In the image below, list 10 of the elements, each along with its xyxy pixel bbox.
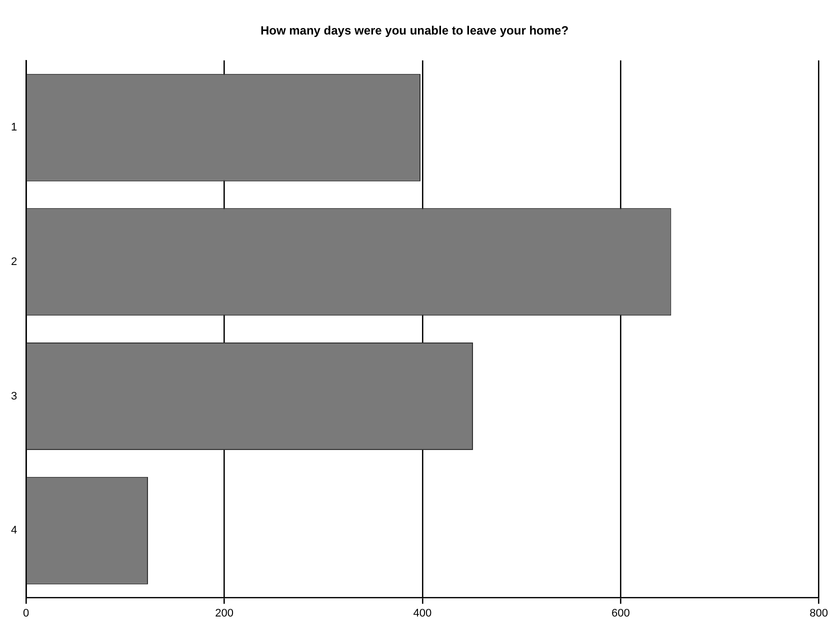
x-tick-label: 0 <box>23 607 30 620</box>
x-tick-label: 200 <box>215 607 234 620</box>
x-tick-label: 400 <box>413 607 432 620</box>
y-tick-label: 2 <box>10 256 18 268</box>
x-tick-label: 600 <box>611 607 630 620</box>
y-tick-label: 1 <box>10 122 18 134</box>
y-tick-label: 4 <box>10 524 18 537</box>
x-tick-label: 800 <box>810 607 828 620</box>
y-tick-label: 3 <box>10 390 18 402</box>
chart-title: How many days were you unable to leave your home? <box>260 24 569 38</box>
